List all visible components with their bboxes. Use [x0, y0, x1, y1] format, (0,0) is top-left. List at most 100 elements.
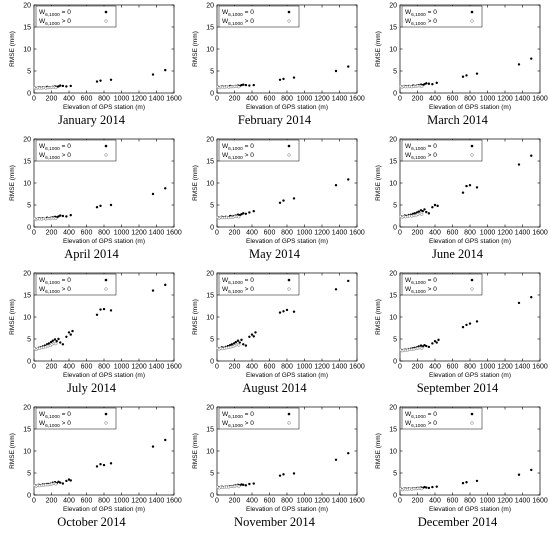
- y-tick-label: 5: [210, 470, 214, 477]
- series-open: [398, 84, 424, 89]
- y-tick-label: 0: [393, 224, 397, 231]
- data-point: [54, 217, 58, 221]
- legend-marker: [287, 144, 291, 148]
- scatter-plot: 0 200 400 600 800 1000 1200 1400 1600 0 5 10 15 20 Ele…: [9, 136, 182, 245]
- legend-label: W6,1000 > 0: [222, 18, 254, 27]
- chart-panel: 0 200 400 600 800 1000 1200 1400 1600 0 5 10 15 20 Ele…: [183, 134, 366, 269]
- y-tick-label: 20: [206, 2, 214, 9]
- x-tick-label: 0: [32, 230, 36, 237]
- scatter-plot: 0 200 400 600 800 1000 1200 1400 1600 0 5 10 15 20 Ele…: [375, 136, 548, 245]
- y-tick-label: 15: [206, 158, 214, 165]
- x-tick-label: 800: [281, 96, 293, 103]
- y-axis-label: RMSE (mm): [9, 165, 16, 201]
- panel-caption: December 2014: [417, 515, 498, 529]
- x-axis-label: Elevation of GPS station (m): [246, 372, 328, 379]
- data-point: [248, 482, 251, 486]
- y-axis-label: RMSE (mm): [375, 31, 382, 67]
- data-point: [67, 331, 71, 334]
- y-axis-label: RMSE (mm): [192, 433, 199, 469]
- legend-label: W6,1000 = 0: [39, 9, 71, 18]
- data-point: [437, 338, 440, 342]
- panel-caption: September 2014: [416, 381, 499, 395]
- series-open: [398, 486, 424, 492]
- y-axis-label: RMSE (mm): [192, 165, 199, 201]
- x-axis-label: Elevation of GPS station (m): [63, 238, 145, 245]
- legend-label: W6,1000 > 0: [405, 286, 437, 295]
- data-point: [465, 74, 468, 77]
- data-point: [57, 337, 60, 341]
- data-point: [109, 309, 113, 312]
- data-point: [61, 482, 65, 485]
- data-point: [242, 343, 245, 346]
- legend-box: [218, 407, 300, 430]
- data-point: [278, 474, 282, 477]
- data-point: [347, 452, 350, 455]
- panel-caption: March 2014: [427, 113, 488, 127]
- data-point: [347, 178, 350, 181]
- y-tick-label: 0: [27, 358, 31, 365]
- data-point: [59, 341, 62, 344]
- data-point: [61, 343, 65, 346]
- x-tick-label: 1200: [314, 230, 330, 237]
- data-point: [55, 340, 58, 343]
- x-axis-label: Elevation of GPS station (m): [429, 104, 511, 111]
- x-tick-label: 1000: [297, 498, 313, 505]
- x-tick-label: 0: [215, 230, 219, 237]
- x-tick-label: 1600: [166, 364, 182, 371]
- y-axis-label: RMSE (mm): [9, 299, 16, 335]
- legend-marker: [104, 278, 108, 282]
- x-tick-label: 0: [215, 498, 219, 505]
- data-point: [54, 482, 58, 486]
- data-point: [517, 63, 521, 66]
- data-point: [433, 340, 437, 343]
- data-point: [421, 209, 424, 213]
- chart-panel: 0 200 400 600 800 1000 1200 1400 1600 0 5 10 15 20 Ele…: [183, 0, 366, 135]
- legend-box: [35, 407, 117, 430]
- x-axis-label: Elevation of GPS station (m): [246, 238, 328, 245]
- legend-box: [401, 407, 483, 430]
- x-tick-label: 1400: [149, 498, 165, 505]
- legend-marker: [287, 421, 291, 425]
- legend-label: W6,1000 = 0: [39, 143, 71, 152]
- y-tick-label: 10: [23, 180, 31, 187]
- data-point: [65, 479, 68, 483]
- x-axis-label: Elevation of GPS station (m): [63, 506, 145, 513]
- data-point: [417, 210, 421, 213]
- data-point: [252, 335, 255, 338]
- data-point: [475, 320, 479, 323]
- y-axis-label: RMSE (mm): [9, 31, 16, 67]
- x-tick-label: 1200: [131, 96, 147, 103]
- legend-box: [401, 139, 483, 162]
- x-tick-label: 800: [464, 230, 476, 237]
- data-point: [461, 191, 465, 194]
- x-tick-label: 1200: [497, 498, 513, 505]
- data-point: [237, 85, 241, 89]
- series-open: [215, 343, 241, 351]
- data-point: [244, 83, 248, 87]
- x-tick-label: 1200: [131, 498, 147, 505]
- x-tick-label: 200: [412, 96, 424, 103]
- y-axis-label: RMSE (mm): [192, 31, 199, 67]
- chart-panel: 0 200 400 600 800 1000 1200 1400 1600 0 5 10 15 20 Ele…: [0, 134, 183, 269]
- data-point: [61, 84, 65, 88]
- y-tick-label: 10: [23, 46, 31, 53]
- data-point: [427, 212, 431, 215]
- y-tick-label: 15: [23, 292, 31, 299]
- data-point: [234, 340, 238, 344]
- x-tick-label: 400: [246, 96, 258, 103]
- x-tick-label: 800: [464, 96, 476, 103]
- data-point: [425, 344, 428, 348]
- data-point: [334, 288, 338, 291]
- y-tick-label: 5: [210, 68, 214, 75]
- y-tick-label: 10: [23, 448, 31, 455]
- data-point: [282, 473, 285, 476]
- series-open: [32, 216, 58, 222]
- series-open: [215, 214, 241, 220]
- data-point: [292, 472, 296, 475]
- x-tick-label: 1400: [332, 498, 348, 505]
- data-point: [420, 84, 424, 88]
- data-point: [252, 209, 255, 213]
- x-tick-label: 1400: [332, 364, 348, 371]
- data-point: [69, 479, 72, 482]
- panel-caption: May 2014: [248, 247, 301, 261]
